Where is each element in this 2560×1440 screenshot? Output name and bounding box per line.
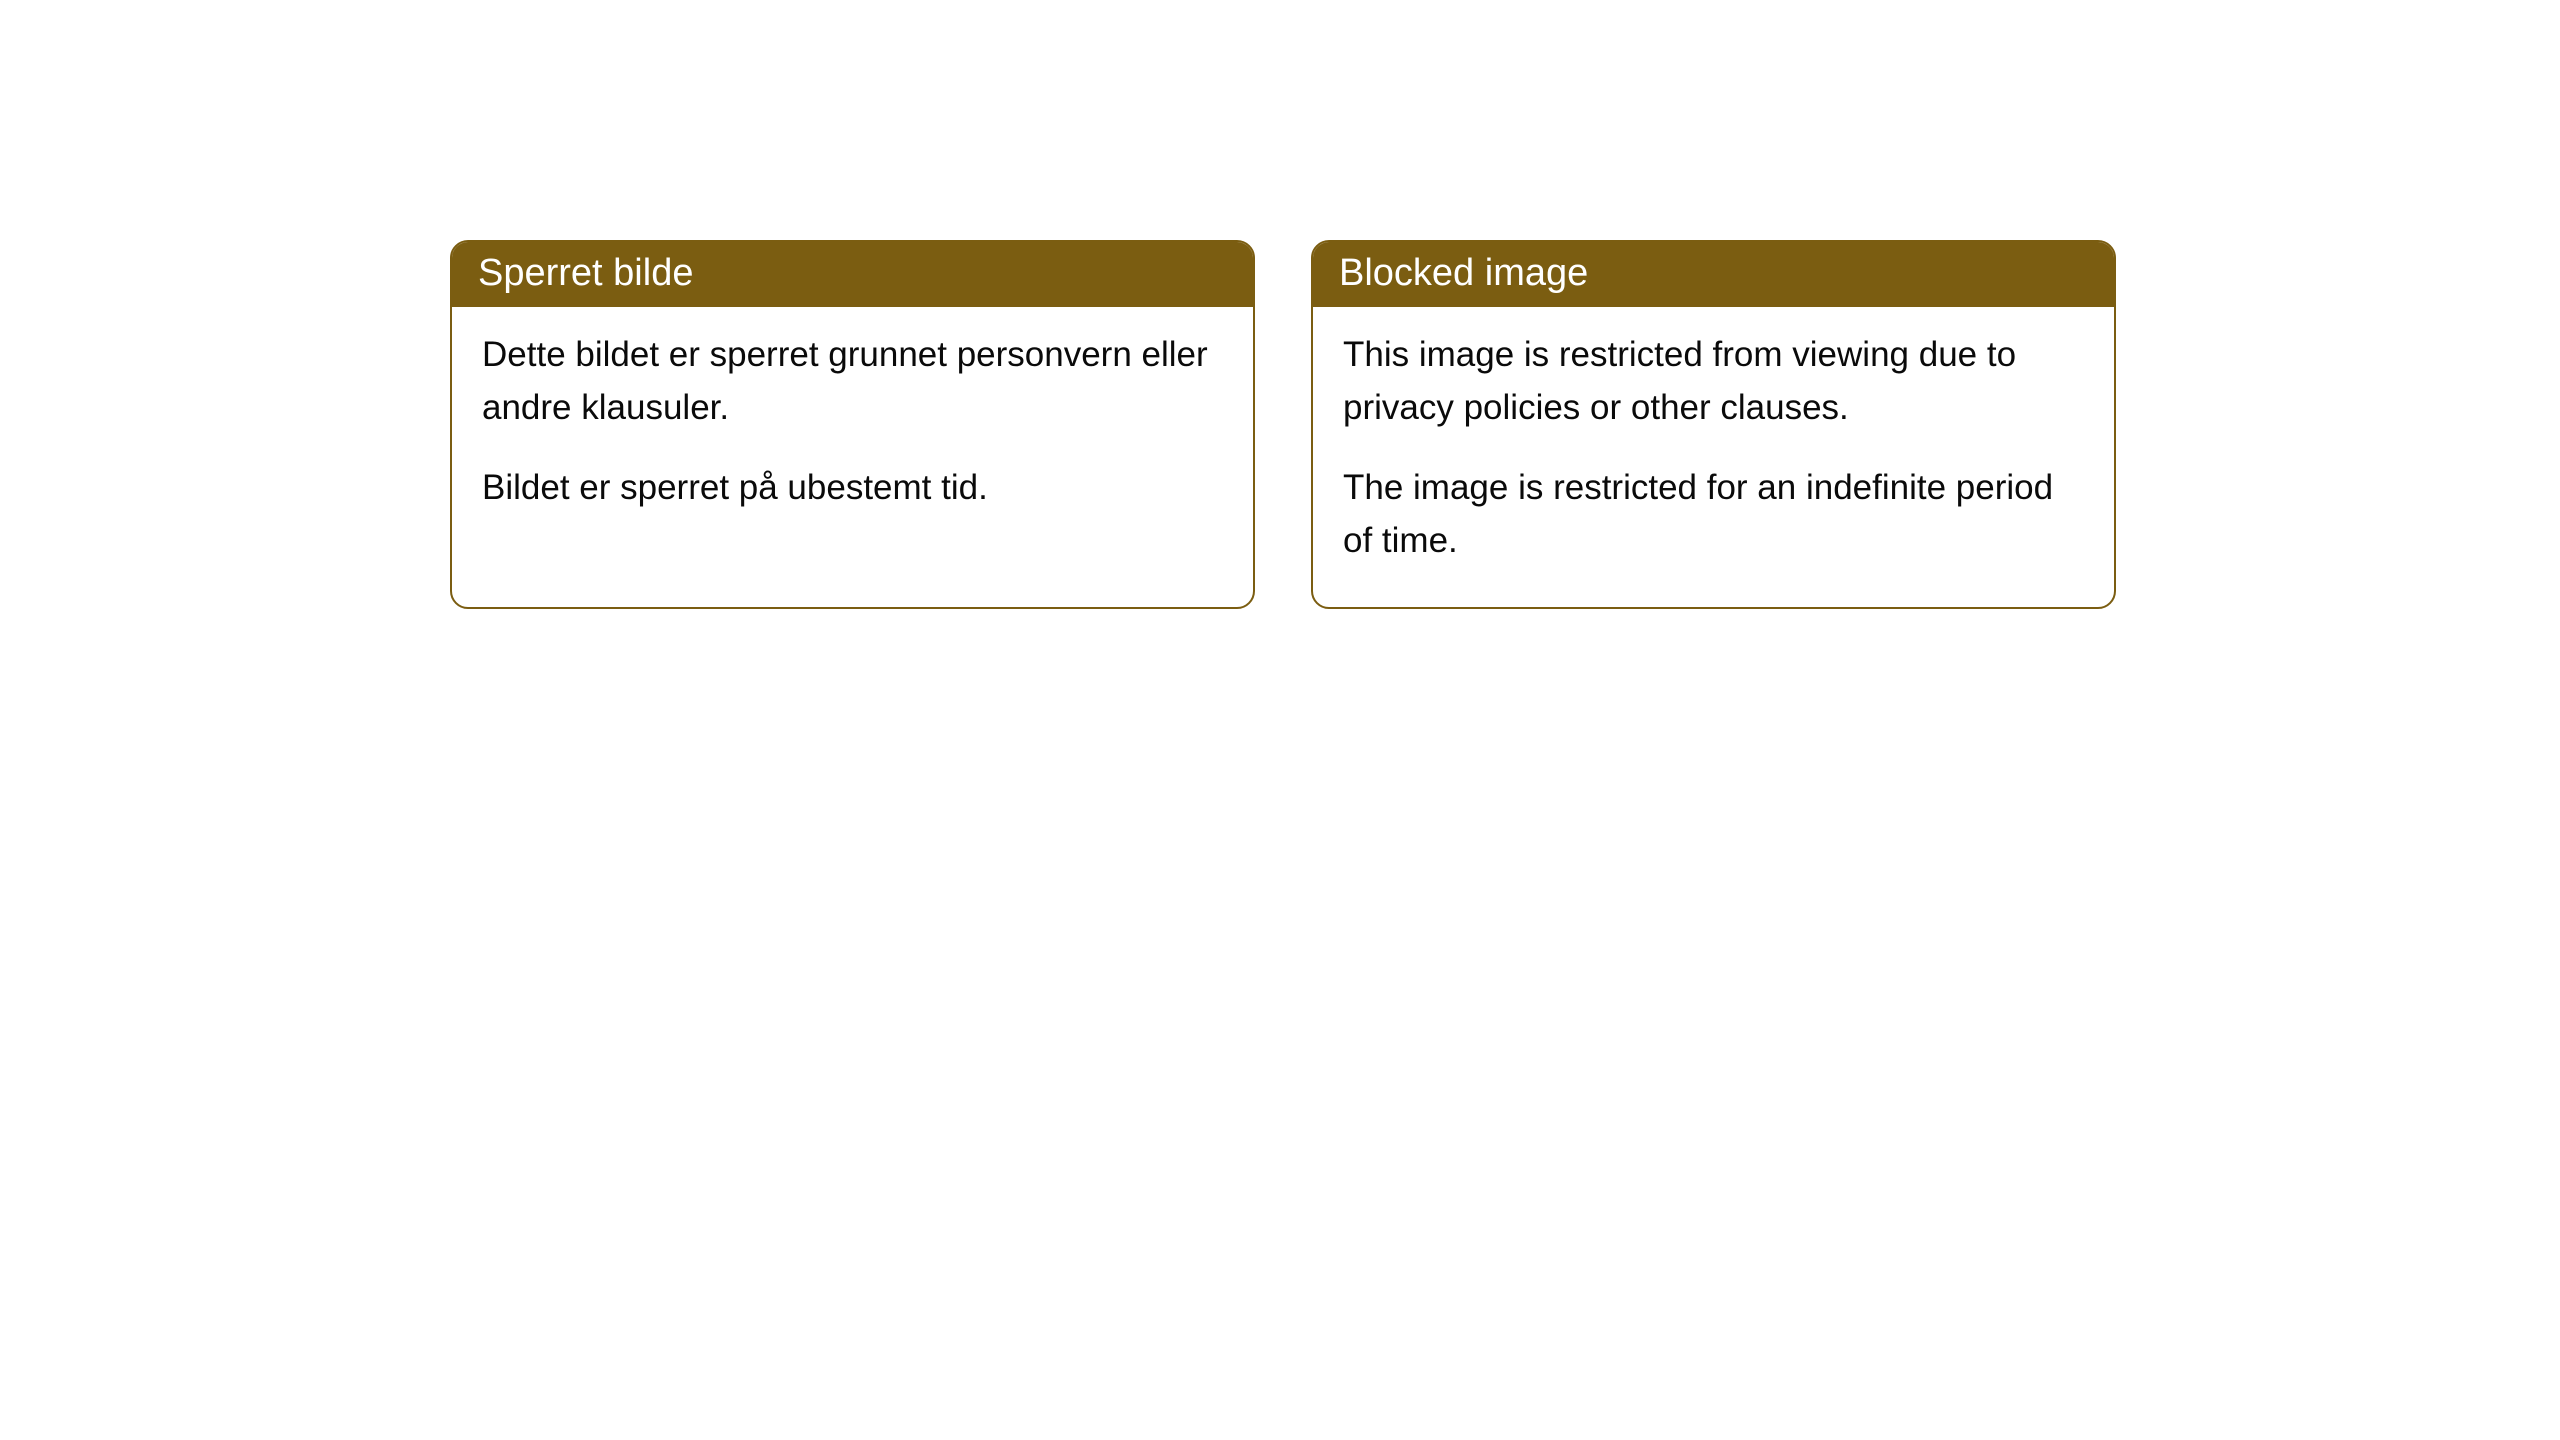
cards-container: Sperret bilde Dette bildet er sperret gr… [0, 0, 2560, 609]
card-body-no: Dette bildet er sperret grunnet personve… [452, 307, 1253, 555]
card-paragraph: Dette bildet er sperret grunnet personve… [482, 329, 1223, 434]
blocked-image-card-no: Sperret bilde Dette bildet er sperret gr… [450, 240, 1255, 609]
card-header-no: Sperret bilde [452, 242, 1253, 307]
card-paragraph: The image is restricted for an indefinit… [1343, 462, 2084, 567]
card-header-en: Blocked image [1313, 242, 2114, 307]
card-paragraph: Bildet er sperret på ubestemt tid. [482, 462, 1223, 515]
blocked-image-card-en: Blocked image This image is restricted f… [1311, 240, 2116, 609]
card-body-en: This image is restricted from viewing du… [1313, 307, 2114, 607]
card-paragraph: This image is restricted from viewing du… [1343, 329, 2084, 434]
